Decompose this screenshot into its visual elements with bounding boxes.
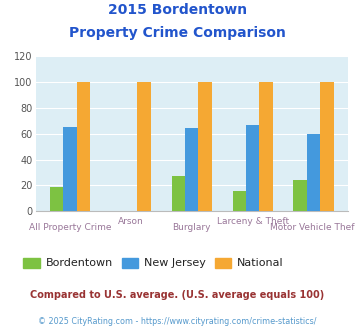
Bar [320,82,334,211]
Text: Burglary: Burglary [173,223,211,232]
Text: Property Crime Comparison: Property Crime Comparison [69,26,286,40]
Text: Arson: Arson [118,217,144,226]
Bar [246,125,260,211]
Bar [294,180,307,211]
Text: Motor Vehicle Theft: Motor Vehicle Theft [269,223,355,232]
Legend: Bordentown, New Jersey, National: Bordentown, New Jersey, National [23,258,284,268]
Text: Compared to U.S. average. (U.S. average equals 100): Compared to U.S. average. (U.S. average … [31,290,324,300]
Bar [233,190,246,211]
Text: All Property Crime: All Property Crime [28,223,111,232]
Text: 2015 Bordentown: 2015 Bordentown [108,3,247,17]
Bar [63,127,77,211]
Text: Larceny & Theft: Larceny & Theft [217,217,289,226]
Bar [137,82,151,211]
Bar [260,82,273,211]
Text: © 2025 CityRating.com - https://www.cityrating.com/crime-statistics/: © 2025 CityRating.com - https://www.city… [38,317,317,326]
Bar [171,176,185,211]
Bar [77,82,90,211]
Bar [185,128,198,211]
Bar [50,187,63,211]
Bar [307,134,320,211]
Bar [198,82,212,211]
